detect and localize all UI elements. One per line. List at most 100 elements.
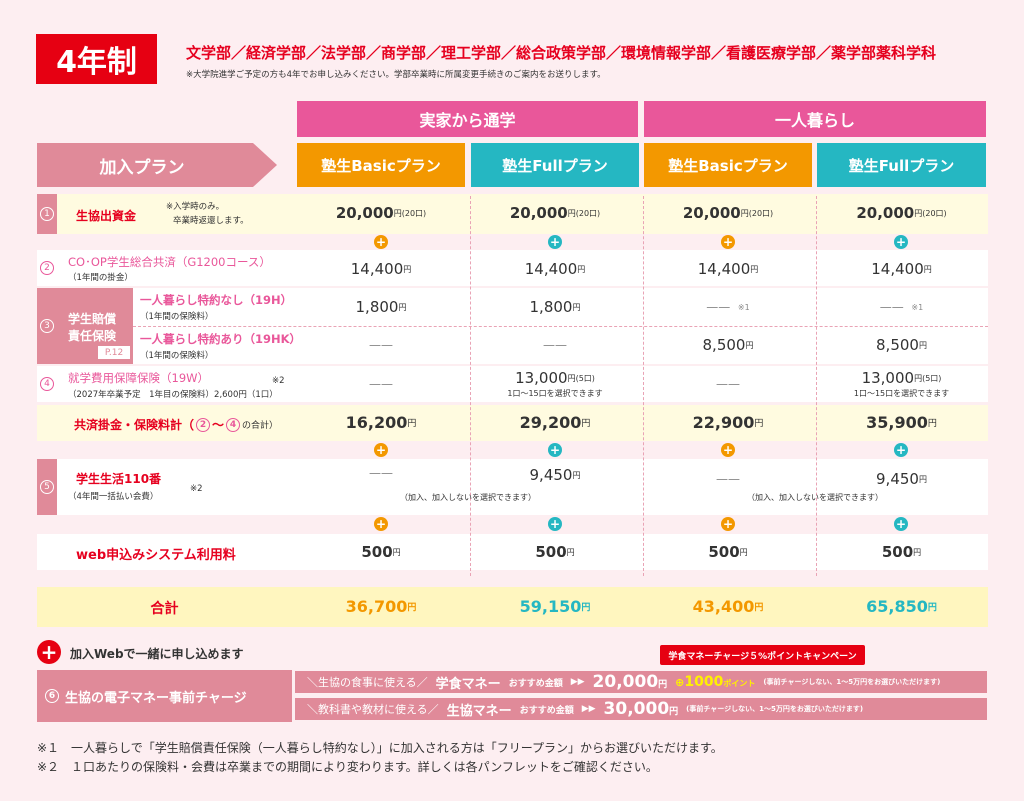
unit: 円 (577, 264, 586, 274)
unit: 円 (581, 603, 591, 613)
row1-note: ※入学時のみ。 (166, 202, 225, 212)
charge-rec: おすすめ金額 (508, 678, 563, 689)
row3a-value: 1,800 (529, 298, 573, 316)
plus-icon: + (721, 443, 735, 457)
web-label: web申込みシステム利用料 (76, 548, 236, 563)
row-bg-total (37, 587, 988, 627)
row-number: 6 (45, 689, 59, 703)
row4-value: —— (716, 377, 740, 391)
unit: 円 (750, 264, 759, 274)
row3b-sub: （1年間の保険料） (140, 351, 214, 361)
unit: 円 (923, 264, 932, 274)
subtotal-tilde: 〜 (212, 418, 225, 432)
group-home: 実家から通学 (297, 101, 638, 137)
unit: 円 (918, 340, 927, 350)
row5-choose: （加入、加入しないを選択できます） (747, 493, 883, 502)
charge-amount: 20,000 (592, 672, 659, 692)
col-divider (643, 196, 644, 576)
unit: 円 (581, 419, 591, 429)
unit: 円 (566, 547, 575, 557)
unit: 円(20口) (393, 208, 427, 218)
web-value: 500 (881, 543, 914, 561)
subtotal-value: 35,900 (866, 413, 928, 432)
row-number: 3 (40, 319, 54, 333)
row-bg-4 (37, 366, 988, 402)
total-value: 36,700 (345, 597, 408, 616)
row5-label: 学生生活110番 (76, 472, 162, 486)
unit: 円 (927, 419, 937, 429)
row1-note: 卒業時返還します。 (173, 216, 249, 226)
row4-label: 就学費用保障保険（19W） (68, 371, 210, 385)
page-ref: P.12 (98, 346, 130, 359)
campaign-badge: 学食マネーチャージ５%ポイントキャンペーン (660, 645, 865, 665)
row5-choose: （加入、加入しないを選択できます） (400, 493, 536, 502)
row5-value: —— (369, 466, 393, 480)
unit: 円(5口) (567, 373, 595, 383)
row3a-value: —— (879, 300, 904, 314)
plus-icon: + (374, 235, 388, 249)
row-number: 4 (226, 417, 241, 432)
row4-choose: 1口〜15口を選択できます (853, 389, 950, 398)
row2-sub: （1年間の掛金） (68, 273, 133, 283)
row4-value: 13,000 (515, 369, 568, 387)
unit: 円 (572, 470, 581, 480)
row5-note: ※2 (190, 484, 203, 494)
plan-home-basic: 塾生Basicプラン (297, 143, 465, 187)
col-divider (470, 196, 471, 576)
subtotal-label: 共済掛金・保険料計（ 2 〜 4 の合計） (74, 416, 278, 433)
charge-rec: おすすめ金額 (519, 705, 574, 716)
unit: 円(20口) (740, 208, 774, 218)
row-divider (133, 326, 988, 327)
row-number: 4 (40, 377, 54, 391)
web-value: 500 (708, 543, 740, 561)
row-number: 2 (196, 417, 211, 432)
row-bg-2 (37, 250, 988, 286)
web-value: 500 (535, 543, 567, 561)
row2-value: 14,400 (871, 260, 924, 278)
charge-note: (事前チャージしない、1〜5万円をお選びいただけます) (686, 705, 864, 713)
charge-line-coop: ＼教科書や教材に使える／ 生協マネー おすすめ金額 ▶▶ 30,000円 (事前… (295, 698, 987, 720)
footnote: ※２ １口あたりの保険料・会費は卒業までの期間により変わります。詳しくは各パンフ… (37, 760, 658, 774)
row-number: 2 (40, 261, 54, 275)
row4-value: 13,000 (861, 369, 915, 387)
unit: 円 (398, 302, 407, 312)
charge-name: 生協マネー (446, 703, 512, 719)
unit: 円 (403, 264, 412, 274)
plan-alone-full: 塾生Fullプラン (817, 143, 986, 187)
total-label: 合計 (150, 601, 179, 617)
row5-value: 9,450 (529, 466, 573, 484)
row3a-note: ※1 (737, 302, 750, 312)
row-bg-sub (37, 405, 988, 441)
unit: 円(20口) (567, 208, 601, 218)
plus-icon: + (548, 517, 562, 531)
row1-label: 生協出資金 (76, 209, 137, 223)
row3b-label: 一人暮らし特約あり（19HK） (140, 332, 302, 346)
charge-name: 学食マネー (435, 676, 501, 692)
row3b-value: —— (543, 338, 567, 352)
arrow-icon: ▶▶ (570, 677, 585, 687)
row1-value: 20,000 (335, 204, 394, 222)
row-bg-1 (37, 194, 988, 234)
unit: 円 (918, 474, 927, 484)
row2-label: CO･OP学生総合共済（G1200コース） (68, 255, 271, 269)
total-value: 43,400 (692, 597, 755, 616)
unit: 円 (407, 419, 417, 429)
charge-line-meal: ＼生協の食事に使える／ 学食マネー おすすめ金額 ▶▶ 20,000円 ⊕100… (295, 671, 987, 693)
row4-value: —— (369, 377, 393, 391)
row5-value: 9,450 (876, 470, 919, 488)
charge-label: 6 生協の電子マネー事前チャージ (37, 670, 292, 722)
plus-icon: + (721, 235, 735, 249)
plus-icon: + (37, 640, 61, 664)
subtotal-value: 29,200 (519, 413, 582, 432)
row1-value: 20,000 (856, 204, 915, 222)
row5-value: —— (716, 472, 740, 486)
row-bg-5 (37, 459, 988, 515)
row3b-value: 8,500 (702, 336, 746, 354)
plus-icon: + (721, 517, 735, 531)
unit: 円 (392, 547, 401, 557)
plus-icon: ⊕ (675, 676, 685, 689)
unit: 円 (572, 302, 581, 312)
unit: 円 (739, 547, 748, 557)
faculties-note: ※大学院進学ご予定の方も4年でお申し込みください。学部卒業時に所属変更手続きのご… (186, 70, 606, 80)
unit: 円 (913, 547, 922, 557)
